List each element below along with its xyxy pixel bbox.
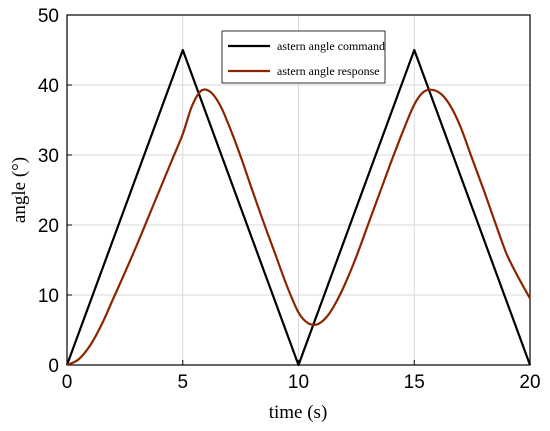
legend-label-command: astern angle command [277, 39, 385, 53]
series-command-line [65, 48, 532, 367]
x-tick-label: 20 [519, 372, 540, 393]
x-tick-label: 10 [288, 372, 309, 393]
series-response-line [66, 88, 531, 367]
legend-label-response: astern angle response [277, 64, 380, 78]
x-axis-label: time (s) [269, 402, 328, 423]
legend: astern angle command astern angle respon… [221, 30, 386, 84]
y-tick-label: 20 [38, 216, 59, 237]
x-tick-labels: 0 5 10 15 20 [62, 372, 541, 393]
x-tick-label: 5 [177, 372, 188, 393]
legend-box [221, 30, 386, 84]
y-tick-label: 0 [48, 356, 59, 377]
y-tick-labels: 0 10 20 30 40 50 [38, 6, 59, 377]
y-tick-label: 40 [38, 76, 59, 97]
y-tick-label: 50 [38, 6, 59, 27]
y-tick-label: 30 [38, 146, 59, 167]
series-layer [65, 48, 532, 367]
x-tick-label: 15 [404, 372, 425, 393]
y-axis-label: angle (°) [9, 157, 30, 223]
x-tick-label: 0 [62, 372, 73, 393]
y-tick-label: 10 [38, 286, 59, 307]
